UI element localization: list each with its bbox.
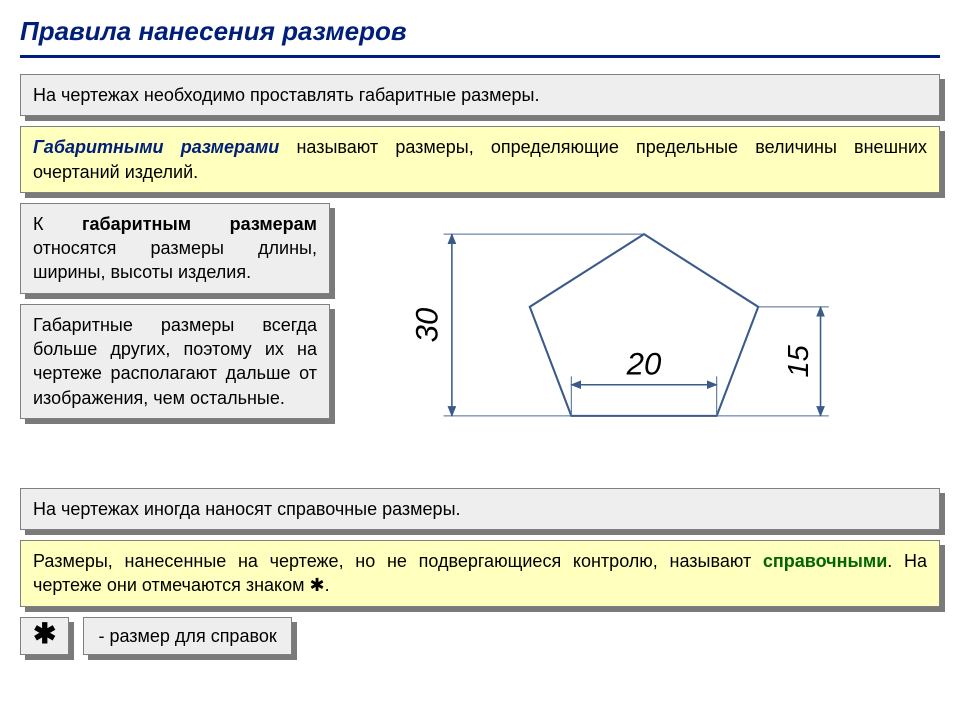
box-definition-text: Габаритными размерами называют размеры, … (20, 126, 940, 193)
svg-text:20: 20 (626, 346, 662, 381)
box-sizes-include: К габаритным размерам относятся размеры … (20, 203, 330, 294)
box-reference-note-text: На чертежах иногда наносят справочные ра… (20, 488, 940, 530)
box-reference-definition-text: Размеры, нанесенные на чертеже, но не по… (20, 540, 940, 607)
reference-label-text: - размер для справок (83, 617, 291, 655)
term-bold: габаритным размерам (82, 214, 317, 234)
pentagon-drawing: 30 15 20 (348, 203, 940, 473)
t2: относятся размеры длины, ширины, высоты … (33, 238, 317, 282)
box-placement-rule: Габаритные размеры всегда больше других,… (20, 304, 330, 419)
svg-text:30: 30 (409, 307, 444, 342)
term-gabaritnymi: Габаритными размерами (33, 137, 279, 157)
box-sizes-include-text: К габаритным размерам относятся размеры … (20, 203, 330, 294)
technical-diagram: 30 15 20 (348, 203, 940, 478)
box-reference-definition: Размеры, нанесенные на чертеже, но не по… (20, 540, 940, 607)
svg-text:15: 15 (783, 344, 815, 377)
t: К (33, 214, 82, 234)
box-overall-requirement-text: На чертежах необходимо проставлять габар… (20, 74, 940, 116)
box-definition: Габаритными размерами называют размеры, … (20, 126, 940, 193)
star-symbol-box: ✱ (20, 617, 69, 655)
box-reference-note: На чертежах иногда наносят справочные ра… (20, 488, 940, 530)
title-rule (20, 55, 940, 58)
r1: Размеры, нанесенные на чертеже, но не по… (33, 551, 763, 571)
reference-label-box: - размер для справок (83, 617, 291, 655)
box-placement-rule-text: Габаритные размеры всегда больше других,… (20, 304, 330, 419)
term-spravochnymi: справочными (763, 551, 887, 571)
page-title: Правила нанесения размеров (20, 10, 940, 55)
star-symbol: ✱ (20, 617, 69, 655)
box-overall-requirement: На чертежах необходимо проставлять габар… (20, 74, 940, 116)
